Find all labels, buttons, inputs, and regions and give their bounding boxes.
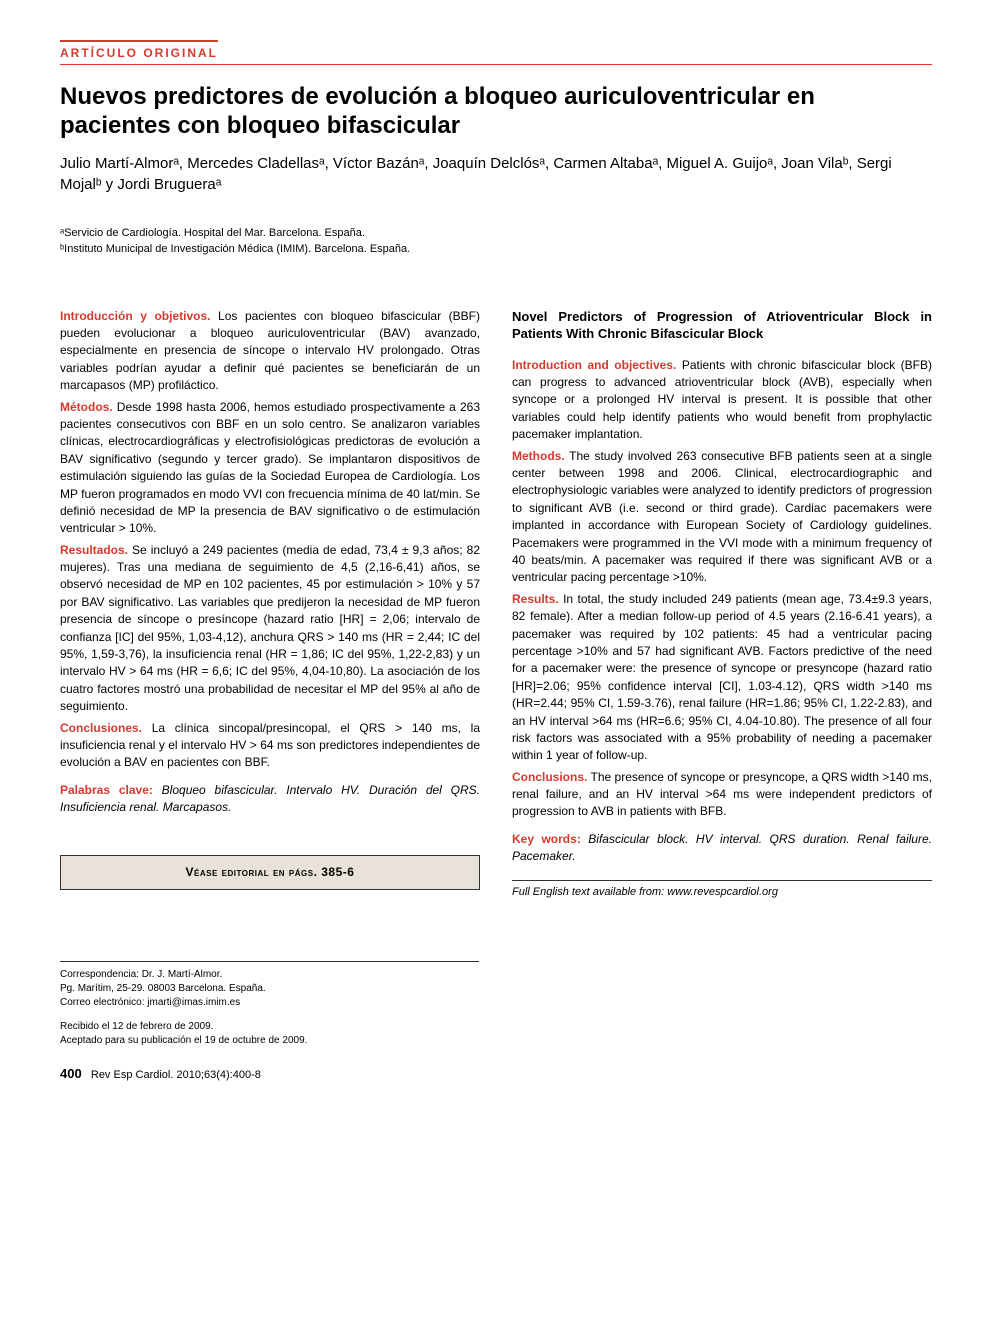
accepted-date: Aceptado para su publicación el 19 de oc… xyxy=(60,1034,932,1048)
affiliation-b: ᵇInstituto Municipal de Investigación Mé… xyxy=(60,241,932,258)
editorial-reference-text: Véase editorial en págs. 385-6 xyxy=(186,865,355,879)
page-footer: 400 Rev Esp Cardiol. 2010;63(4):400-8 xyxy=(60,1066,932,1081)
received-date: Recibido el 12 de febrero de 2009. xyxy=(60,1020,932,1034)
article-title: Nuevos predictores de evolución a bloque… xyxy=(60,83,932,141)
corr-line3: Correo electrónico: jmarti@imas.imim.es xyxy=(60,996,479,1010)
results-label-en: Results. xyxy=(512,592,559,606)
methods-label-en: Methods. xyxy=(512,449,565,463)
methods-label-es: Métodos. xyxy=(60,400,113,414)
correspondence-block: Correspondencia: Dr. J. Martí-Almor. Pg.… xyxy=(60,961,479,1010)
results-text-en: In total, the study included 249 patient… xyxy=(512,592,932,763)
concl-label-en: Conclusions. xyxy=(512,770,587,784)
page-number: 400 xyxy=(60,1066,82,1081)
full-text-link: Full English text available from: www.re… xyxy=(512,880,932,901)
citation: Rev Esp Cardiol. 2010;63(4):400-8 xyxy=(91,1069,261,1081)
corr-line1: Correspondencia: Dr. J. Martí-Almor. xyxy=(60,968,479,982)
results-label-es: Resultados. xyxy=(60,543,128,557)
keywords-label-en: Key words: xyxy=(512,832,581,846)
intro-label-es: Introducción y objetivos. xyxy=(60,309,210,323)
authors: Julio Martí-Almorᵃ, Mercedes Cladellasᵃ,… xyxy=(60,153,932,195)
methods-text-en: The study involved 263 consecutive BFB p… xyxy=(512,449,932,585)
affiliation-a: ᵃServicio de Cardiología. Hospital del M… xyxy=(60,225,932,242)
english-title: Novel Predictors of Progression of Atrio… xyxy=(512,308,932,343)
abstract-spanish: Introducción y objetivos. Los pacientes … xyxy=(60,308,480,901)
abstract-english: Novel Predictors of Progression of Atrio… xyxy=(512,308,932,901)
keywords-label-es: Palabras clave: xyxy=(60,783,153,797)
received-block: Recibido el 12 de febrero de 2009. Acept… xyxy=(60,1020,932,1048)
editorial-reference-box: Véase editorial en págs. 385-6 xyxy=(60,855,480,890)
results-text-es: Se incluyó a 249 pacientes (media de eda… xyxy=(60,543,480,714)
article-type-badge: ARTÍCULO ORIGINAL xyxy=(60,40,218,65)
intro-label-en: Introduction and objectives. xyxy=(512,358,676,372)
corr-line2: Pg. Marítim, 25-29. 08003 Barcelona. Esp… xyxy=(60,982,479,996)
methods-text-es: Desde 1998 hasta 2006, hemos estudiado p… xyxy=(60,400,480,536)
concl-label-es: Conclusiones. xyxy=(60,721,142,735)
